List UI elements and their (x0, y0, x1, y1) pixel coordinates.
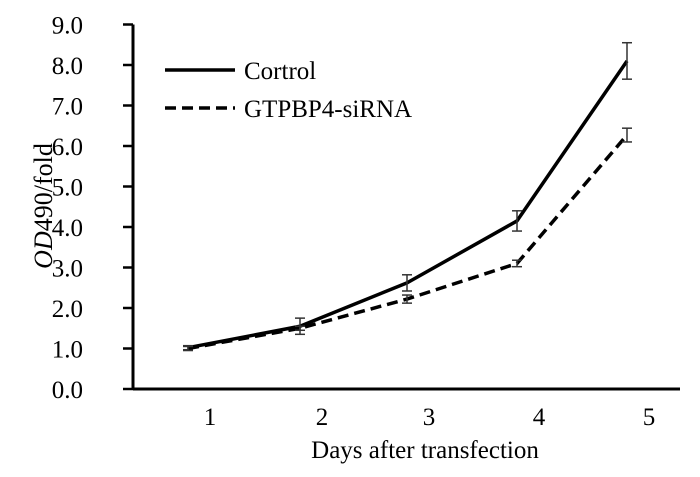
y-tick-label: 4.0 (52, 215, 83, 242)
y-axis-label: OD490/fold (29, 143, 58, 269)
y-tick-label: 5.0 (52, 175, 83, 202)
y-tick-label: 6.0 (52, 134, 83, 161)
y-tick-label: 9.0 (52, 13, 83, 40)
error-bar (183, 345, 193, 352)
error-bar (402, 274, 412, 292)
x-tick-label: 5 (643, 404, 656, 431)
x-tick-label: 4 (533, 404, 546, 431)
error-bar (512, 259, 522, 268)
legend-label: GTPBP4-siRNA (244, 96, 412, 123)
error-bar (622, 127, 632, 143)
legend-label: Cortrol (244, 58, 316, 85)
y-tick-label: 0.0 (52, 377, 83, 404)
legend: Cortrol GTPBP4-siRNA (165, 58, 412, 123)
x-axis-label: Days after transfection (311, 437, 539, 464)
error-bar (622, 41, 632, 80)
error-bar (512, 210, 522, 232)
y-tick-label: 3.0 (52, 256, 83, 283)
y-tick-label: 2.0 (52, 296, 83, 323)
error-bar (295, 325, 305, 332)
y-tick-label: 1.0 (52, 337, 83, 364)
y-tick-label: 8.0 (52, 53, 83, 80)
x-tick-label: 2 (316, 404, 329, 431)
series-line-2 (187, 133, 629, 351)
y-tick-label: 7.0 (52, 94, 83, 121)
x-tick-label: 3 (423, 404, 436, 431)
error-bar (402, 294, 412, 304)
x-tick-label: 1 (204, 404, 217, 431)
